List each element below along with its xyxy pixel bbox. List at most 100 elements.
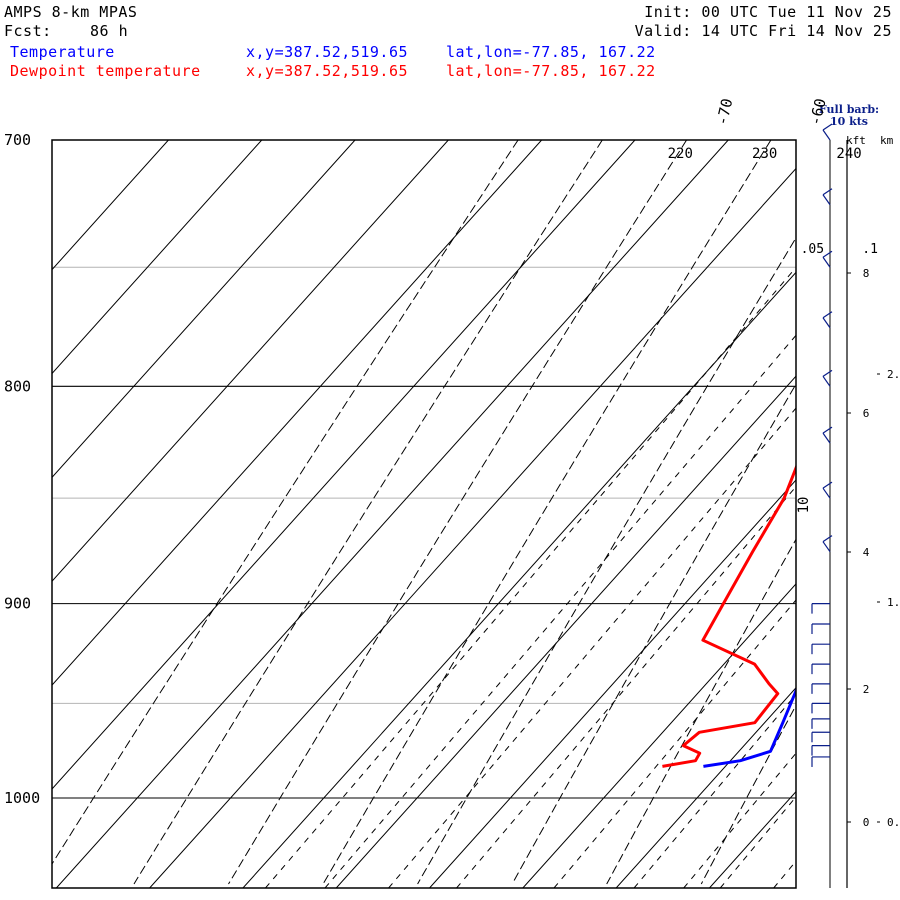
wind-barb-shaft (822, 317, 831, 329)
legend-temperature-latlon: lat,lon=-77.85, 167.22 (446, 43, 656, 61)
wind-barb (822, 535, 833, 553)
wind-barb (811, 718, 830, 729)
isotherm-line (52, 140, 356, 479)
km-tick-label: 0. (887, 816, 900, 829)
wind-barb (811, 623, 830, 635)
pressure-label-700: 700 (4, 131, 31, 149)
legend-dewpoint-label: Dewpoint temperature (10, 62, 201, 80)
wind-barb-shaft (822, 487, 831, 499)
wind-barb-shaft (822, 375, 831, 387)
kft-tick-label: 6 (863, 407, 870, 420)
wind-barb-shaft (822, 432, 831, 444)
wind-barb-flag (822, 311, 833, 319)
wind-barb-flag (822, 123, 833, 131)
wind-barb (822, 369, 833, 387)
km-label: km (880, 134, 894, 147)
theta-label: 240 (836, 146, 861, 162)
isotherm-line (429, 479, 796, 888)
legend-temperature-xy: x,y=387.52,519.65 (246, 43, 409, 61)
pressure-label-1000: 1000 (4, 789, 40, 807)
mixing-ratio-label: .05 (801, 242, 824, 257)
wind-barb (811, 683, 830, 694)
isotherm-line (52, 140, 636, 790)
isotherm-line (242, 271, 796, 888)
wind-barb-flag (822, 369, 833, 377)
kft-tick-label: 2 (863, 683, 870, 696)
wind-barb (811, 603, 830, 614)
barb-legend: Full barb: 10 kts (814, 104, 884, 128)
wind-barb-flag (822, 481, 833, 489)
dry-adiabat (417, 236, 796, 885)
pressure-label-800: 800 (4, 377, 31, 395)
wind-barb (811, 731, 830, 743)
isotherm-line (52, 140, 169, 271)
mixing-ratio-line (773, 860, 796, 888)
barb-legend-line1: Full barb: (818, 103, 880, 116)
isotherm-line (335, 375, 796, 888)
forecast-label: Fcst: (4, 22, 52, 40)
mixing-ratio-label: 10 (796, 497, 812, 514)
wind-barb-shaft (822, 194, 831, 206)
legend-dewpoint-xy: x,y=387.52,519.65 (246, 62, 409, 80)
mixing-ratio-line (633, 693, 796, 888)
isotherm-label: -70 (713, 97, 737, 127)
theta-label: 220 (668, 146, 693, 162)
kft-tick-label: 0 (863, 816, 870, 829)
kft-tick-label: 8 (863, 267, 870, 280)
mixing-ratio-label: .1 (862, 242, 878, 257)
wind-barb-flag (822, 250, 833, 258)
dry-adiabat (700, 704, 796, 885)
wind-barb-shaft (822, 541, 831, 553)
init-time: Init: 00 UTC Tue 11 Nov 25 (644, 3, 892, 21)
isotherm-line (522, 583, 796, 888)
wind-barb (822, 123, 833, 141)
plot-frame (51, 139, 797, 889)
isotherm-line (52, 140, 263, 375)
kft-tick-label: 4 (863, 546, 870, 559)
km-tick-label: 2. (887, 368, 900, 381)
wind-barb-flag (822, 426, 833, 434)
dry-adiabat (133, 140, 603, 885)
dewpoint-profile (662, 463, 796, 768)
wind-barb (822, 426, 833, 444)
barb-legend-line2: 10 kts (829, 115, 869, 128)
dry-adiabat (228, 140, 688, 885)
forecast-hour: 86 h (90, 22, 129, 40)
legend-temperature-label: Temperature (10, 43, 115, 61)
theta-label: 230 (752, 146, 777, 162)
wind-barb (811, 756, 830, 767)
model-title: AMPS 8-km MPAS (4, 3, 138, 21)
isotherm-line (55, 140, 729, 888)
isotherm-label: -60 (806, 97, 830, 127)
legend-dewpoint-latlon: lat,lon=-77.85, 167.22 (446, 62, 656, 80)
isotherm-line (52, 140, 543, 686)
wind-barb-flag (822, 188, 833, 196)
dry-adiabat (511, 383, 796, 885)
wind-barb (822, 188, 833, 206)
wind-barb (822, 250, 833, 268)
kft-label: kft (846, 134, 866, 147)
isotherm-line (149, 167, 796, 888)
valid-time: Valid: 14 UTC Fri 14 Nov 25 (634, 22, 892, 40)
km-tick-label: 1. (887, 596, 900, 609)
mixing-ratio-line (553, 599, 796, 888)
dry-adiabat (606, 538, 796, 885)
pressure-label-900: 900 (4, 595, 31, 613)
isotherm-line (615, 687, 796, 888)
wind-barb-shaft (822, 129, 831, 141)
wind-barb (811, 663, 830, 675)
wind-barb (822, 311, 833, 329)
wind-barb (822, 481, 833, 499)
isotherm-line (52, 140, 449, 582)
dry-adiabat (322, 140, 772, 885)
wind-barb-flag (822, 535, 833, 543)
dry-adiabat (52, 140, 519, 865)
mixing-ratio-line (456, 485, 796, 888)
wind-barb-shaft (822, 256, 831, 268)
wind-barb (811, 745, 830, 756)
mixing-ratio-line (265, 266, 796, 888)
wind-barb (811, 643, 830, 655)
temperature-profile (703, 686, 796, 768)
dry-adiabat (890, 140, 900, 884)
